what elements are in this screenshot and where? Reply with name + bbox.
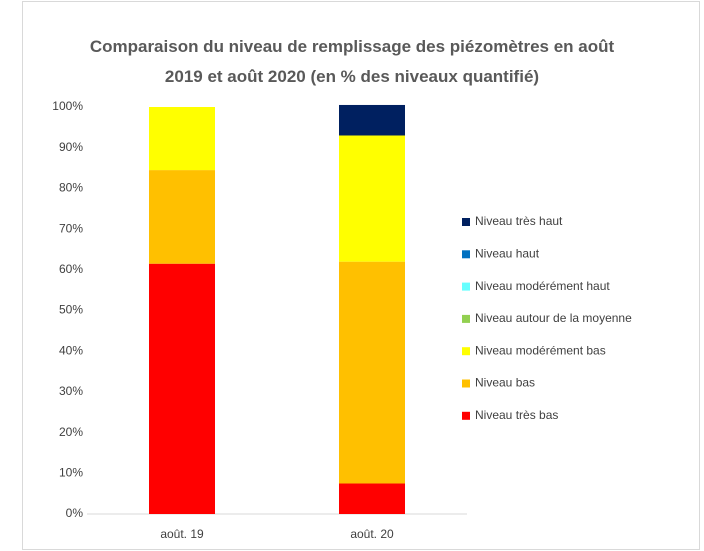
x-tick-label: août. 20 <box>350 527 394 541</box>
y-tick-label: 90% <box>59 140 83 154</box>
bar-segment <box>149 170 215 264</box>
y-tick-label: 40% <box>59 343 83 357</box>
legend-swatch <box>462 411 470 420</box>
legend-label: Niveau haut <box>475 246 540 260</box>
y-tick-label: 70% <box>59 221 83 235</box>
y-tick-label: 60% <box>59 262 83 276</box>
legend-label: Niveau très haut <box>475 214 563 228</box>
legend-label: Niveau autour de la moyenne <box>475 311 632 325</box>
y-tick-label: 100% <box>52 99 83 113</box>
bar-segment <box>339 135 405 262</box>
legend-swatch <box>462 314 470 323</box>
legend-label: Niveau modérément bas <box>475 343 606 357</box>
bar-segment <box>339 261 405 484</box>
y-tick-label: 20% <box>59 425 83 439</box>
chart-border <box>22 1 700 550</box>
y-tick-label: 10% <box>59 465 83 479</box>
legend-swatch <box>462 250 470 259</box>
y-tick-label: 80% <box>59 181 83 195</box>
y-tick-label: 0% <box>66 506 84 520</box>
legend-label: Niveau très bas <box>475 408 558 422</box>
y-tick-label: 50% <box>59 303 83 317</box>
x-tick-label: août. 19 <box>160 527 204 541</box>
chart-title: Comparaison du niveau de remplissage des… <box>89 37 615 86</box>
bar-segment <box>149 263 215 514</box>
legend-swatch <box>462 218 470 226</box>
legend-swatch <box>462 347 470 356</box>
legend-label: Niveau bas <box>475 376 535 390</box>
bar-segment <box>149 107 215 171</box>
legend-label: Niveau modérément haut <box>475 279 610 293</box>
y-tick-label: 30% <box>59 384 83 398</box>
legend-swatch <box>462 379 470 388</box>
legend-swatch <box>462 282 470 291</box>
bar-segment <box>339 104 405 136</box>
bar-segment <box>339 483 405 514</box>
